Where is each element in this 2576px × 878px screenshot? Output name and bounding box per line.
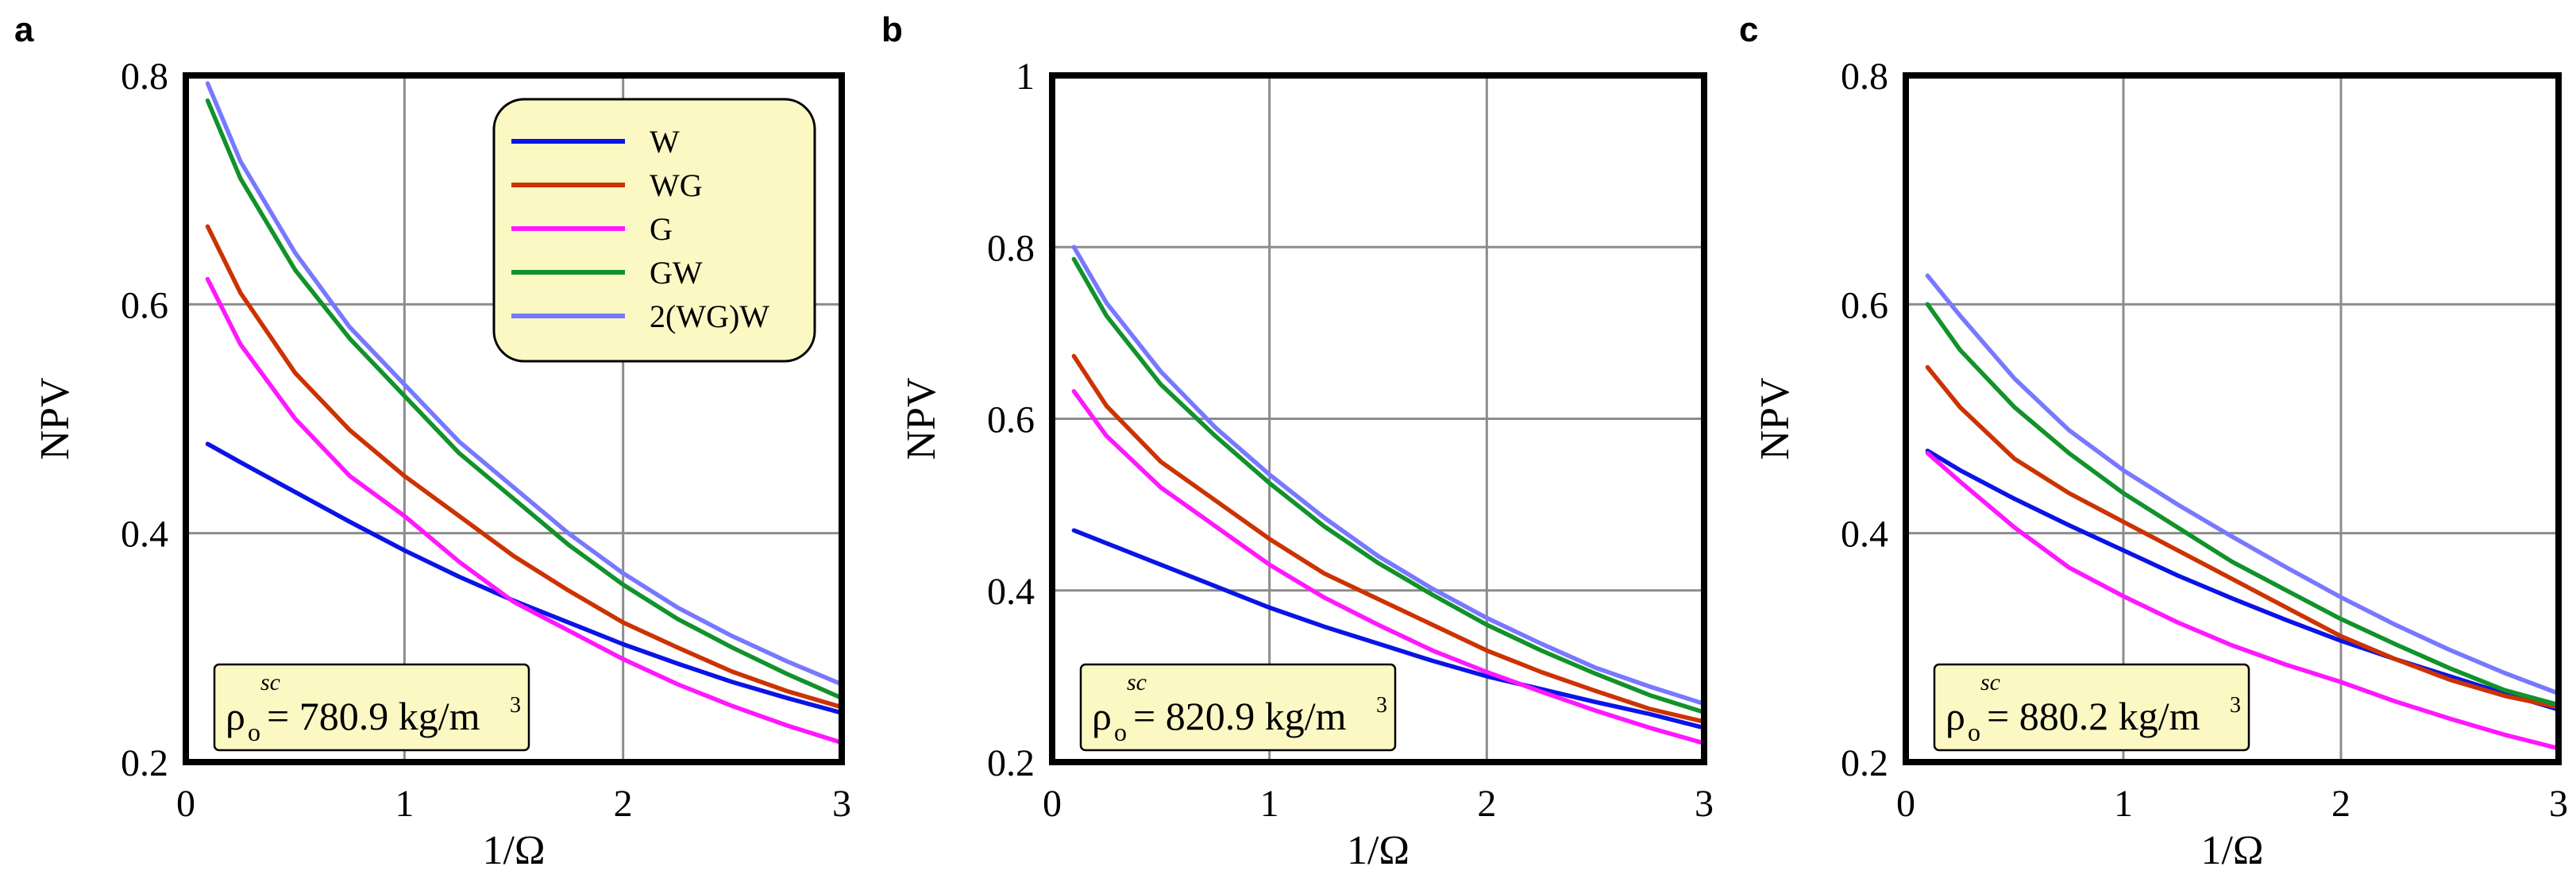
y-tick-label: 0.4 xyxy=(987,571,1035,613)
series-line-wg xyxy=(205,224,842,710)
y-tick-label: 0.8 xyxy=(121,56,168,98)
density-superscript: sc xyxy=(1980,669,2000,695)
panel-letter: b xyxy=(881,10,903,49)
series-line-gw xyxy=(205,98,842,701)
density-unit-power: 3 xyxy=(510,693,521,718)
legend-label: 2(WG)W xyxy=(650,298,769,334)
plot-frame xyxy=(1903,72,2562,765)
y-axis-label: NPV xyxy=(33,377,78,460)
y-tick-label: 1 xyxy=(1016,56,1035,98)
legend-label: GW xyxy=(650,255,703,291)
series-line-g xyxy=(1071,389,1704,745)
density-unit-power: 3 xyxy=(2230,693,2241,718)
y-axis-label: NPV xyxy=(1753,377,1798,460)
density-symbol: ρ xyxy=(1945,694,1965,738)
legend-label: G xyxy=(650,211,673,247)
y-tick-label: 0.6 xyxy=(121,284,168,326)
density-value: = 780.9 kg/m xyxy=(267,694,480,738)
density-annotation-box xyxy=(1079,663,1397,752)
y-tick-label: 0.2 xyxy=(121,742,168,784)
legend-label: W xyxy=(650,124,680,160)
series-line-gw xyxy=(1925,302,2559,707)
legend-label: WG xyxy=(650,168,703,203)
series-line-g xyxy=(205,276,842,745)
density-superscript: sc xyxy=(1127,669,1147,695)
plot-frame xyxy=(1049,72,1707,765)
x-tick-label: 1 xyxy=(395,783,414,825)
density-annotation-box xyxy=(1933,663,2250,752)
x-tick-label: 1 xyxy=(2114,783,2133,825)
x-tick-label: 0 xyxy=(176,783,195,825)
x-tick-label: 2 xyxy=(614,783,633,825)
y-tick-label: 0.2 xyxy=(1841,742,1888,784)
density-subscript: o xyxy=(1114,718,1127,746)
series-line-2-wg-w xyxy=(205,81,842,687)
series-line-wg xyxy=(1071,353,1704,724)
series-line-w xyxy=(1071,528,1704,730)
density-subscript: o xyxy=(248,718,260,746)
x-tick-label: 3 xyxy=(2549,783,2568,825)
y-tick-label: 0.4 xyxy=(1841,514,1888,556)
panel-letter: c xyxy=(1739,10,1758,49)
density-symbol: ρ xyxy=(226,694,245,738)
series-line-g xyxy=(1925,451,2559,751)
y-tick-label: 0.8 xyxy=(987,227,1035,269)
series-line-wg xyxy=(1925,364,2559,710)
density-value: = 820.9 kg/m xyxy=(1133,694,1347,738)
x-tick-label: 3 xyxy=(832,783,851,825)
x-tick-label: 0 xyxy=(1896,783,1915,825)
series-group xyxy=(1925,273,2559,751)
series-line-2-wg-w xyxy=(1071,245,1704,707)
panel-a: a 0 1 2 3 0.2 0.4 0.6 0.8 1/Ω NPV scρ o = 780.9 kg/m 3… xyxy=(14,10,851,873)
x-axis-label: 1/Ω xyxy=(1347,828,1409,873)
x-axis-label: 1/Ω xyxy=(2200,828,2263,873)
panel-b: b 0 1 2 3 0.2 0.4 0.6 0.8 1 1/Ω NPV scρ o = 820.9 kg/m… xyxy=(881,10,1714,873)
legend-box xyxy=(492,98,816,363)
density-symbol: ρ xyxy=(1092,694,1112,738)
plot-frame xyxy=(183,72,845,765)
density-unit-power: 3 xyxy=(1376,693,1387,718)
y-tick-label: 0.8 xyxy=(1841,56,1888,98)
panel-c: c 0 1 2 3 0.2 0.4 0.6 0.8 1/Ω NPV scρ o = 880.2 kg/m 3 xyxy=(1739,10,2568,873)
panel-letter: a xyxy=(14,10,34,49)
x-tick-label: 2 xyxy=(1477,783,1496,825)
series-group xyxy=(205,81,842,745)
y-tick-label: 0.6 xyxy=(987,399,1035,441)
density-value: = 880.2 kg/m xyxy=(1987,694,2200,738)
density-annotation-box xyxy=(213,663,530,752)
x-tick-label: 2 xyxy=(2331,783,2350,825)
density-superscript: sc xyxy=(260,669,280,695)
series-line-w xyxy=(1925,449,2559,712)
y-tick-label: 0.4 xyxy=(121,514,168,556)
x-tick-label: 1 xyxy=(1260,783,1279,825)
y-axis-label: NPV xyxy=(899,377,944,460)
x-axis-label: 1/Ω xyxy=(482,828,545,873)
y-tick-label: 0.6 xyxy=(1841,284,1888,326)
x-tick-label: 3 xyxy=(1695,783,1714,825)
y-tick-label: 0.2 xyxy=(987,742,1035,784)
series-line-2-wg-w xyxy=(1925,273,2559,696)
density-subscript: o xyxy=(1968,718,1980,746)
x-tick-label: 0 xyxy=(1043,783,1062,825)
series-line-gw xyxy=(1071,256,1704,715)
series-group xyxy=(1071,245,1704,745)
